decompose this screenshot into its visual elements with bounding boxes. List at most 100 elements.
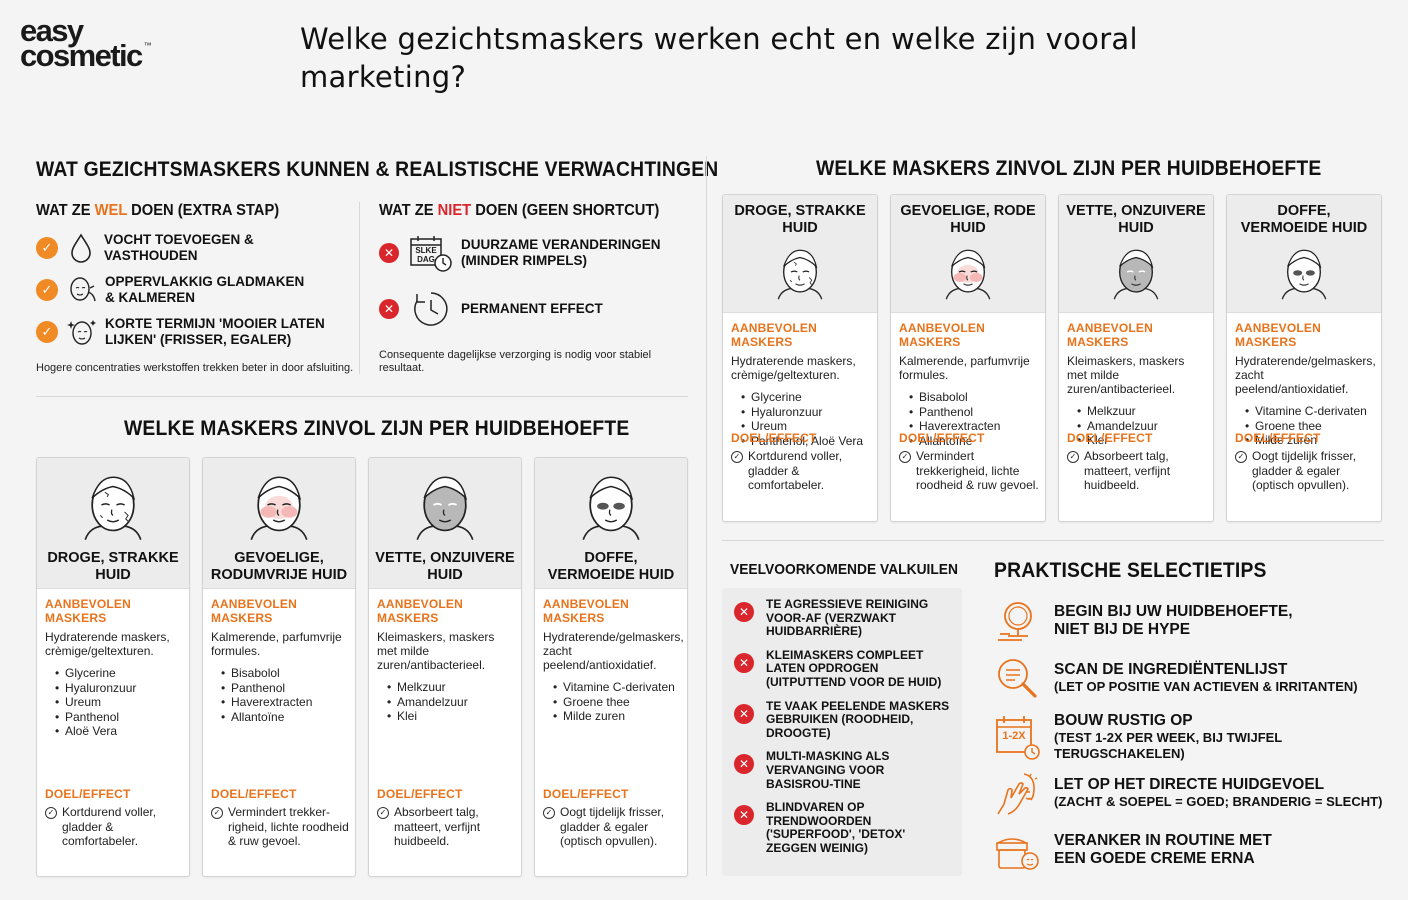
- ingredient-list: BisabololPanthenolHaverextractenAllantoï…: [211, 666, 347, 724]
- left-card-row: DROGE, STRAKKE HUID AANBEVOLEN MASKERS Hyd…: [36, 457, 688, 877]
- face-smooth-icon: [70, 277, 96, 302]
- card-header: DOFFE, VERMOEIDE HUID: [1227, 195, 1381, 313]
- logo-line-2: cosmetic ™: [20, 38, 152, 74]
- tip-subtitle: (LET OP POSITIE VAN ACTIEVEN & IRRITANTE…: [1054, 679, 1358, 694]
- ingredient-item: Amandelzuur: [1077, 419, 1205, 434]
- tip-item: VERANKER IN ROUTINE MET EEN GOEDE CREME …: [994, 827, 1394, 873]
- touch-face-icon: [997, 773, 1038, 815]
- droplet-icon: [71, 233, 91, 263]
- check-circle-icon: ✓: [1235, 451, 1247, 463]
- wel-item-2: ✓ OPPERVLAKKIG GLADMAKEN & KALMEREN: [36, 274, 356, 306]
- effect-row: ✓ Oogt tijdelijk frisser, gladder & egale…: [1235, 449, 1377, 493]
- section-heading-can: WAT GEZICHTSMASKERS KUNNEN & REALISTISCH…: [36, 158, 719, 181]
- effect-text: Absorbeert talg, matteert, verfijnt huid…: [1084, 449, 1171, 493]
- card-title: DOFFE, VERMOEIDE HUID: [1240, 203, 1368, 236]
- card-description: Kleimaskers, maskers met milde zuren/ant…: [377, 630, 495, 672]
- logo-line-1: easy: [20, 13, 84, 48]
- card-description: Hydraterende/gelmaskers, zacht peelend/a…: [1235, 354, 1376, 396]
- niet-item-2: ✕ PERMANENT EFFECT: [379, 290, 699, 328]
- ingredient-item: Glycerine: [55, 666, 181, 681]
- skin-card: VETTE, ONZUIVERE HUID AANBEVOLEN MASKERS K…: [1058, 194, 1214, 522]
- card-body: AANBEVOLEN MASKERS Kalmerende, parfumvrij…: [203, 589, 355, 876]
- tip-item: SCAN DE INGREDIËNTENLIJST (LET OP POSITIE…: [994, 655, 1394, 701]
- effect-label: DOEL/EFFECT: [543, 787, 629, 801]
- pitfall-item: ✕ TE AGRESSIEVE REINIGING VOOR-AF (VERZWA…: [734, 597, 952, 639]
- effect-text: Kortdurend voller, gladder & comfortabel…: [748, 449, 843, 493]
- effect-text: Vermindert trekker-righeid, lichte roodh…: [228, 805, 349, 849]
- card-header: GEVOELIGE, RODE HUID: [891, 195, 1045, 313]
- check-icon: ✓: [36, 237, 58, 259]
- card-title: VETTE, ONZUIVERE HUID: [375, 550, 515, 583]
- ingredient-list: Vitamine C-derivatenGroene theeMilde zur…: [543, 680, 679, 724]
- effect-row: ✓ Vermindert trekkerigheid, lichte roodhe…: [899, 449, 1041, 493]
- skin-card: GEVOELIGE, RODUMVRIJE HUID AANBEVOLEN MAS…: [202, 457, 356, 877]
- ingredient-item: Milde zuren: [553, 709, 679, 724]
- recommended-label: AANBEVOLEN MASKERS: [731, 321, 818, 349]
- effect-block: DOEL/EFFECT ✓ Kortdurend voller, gladder &…: [45, 787, 185, 849]
- recommended-label: AANBEVOLEN MASKERS: [1235, 321, 1322, 349]
- face-tired-icon: [1275, 243, 1333, 306]
- card-title: GEVOELIGE, RODUMVRIJE HUID: [210, 550, 348, 583]
- recommended-label: AANBEVOLEN MASKERS: [899, 321, 986, 349]
- effect-label: DOEL/EFFECT: [45, 787, 131, 801]
- recommended-label: AANBEVOLEN MASKERS: [211, 597, 298, 625]
- pitfall-item: ✕ KLEIMASKERS COMPLEET LATEN OPDROGEN (UI…: [734, 648, 952, 690]
- ingredient-item: Panthenol: [55, 710, 181, 725]
- effect-row: ✓ Absorbeert talg, matteert, verfijnt hui…: [1067, 449, 1209, 493]
- recommended-label: AANBEVOLEN MASKERS: [1067, 321, 1154, 349]
- face-red-icon: [242, 468, 316, 547]
- cross-icon: ✕: [734, 754, 754, 775]
- card-body: AANBEVOLEN MASKERS Hydraterende/gelmasker…: [1227, 313, 1381, 521]
- pitfalls-heading: VEELVOORKOMENDE VALKUILEN: [730, 561, 958, 578]
- cross-icon: ✕: [734, 602, 754, 622]
- pitfall-item: ✕ TE VAAK PEELENDE MASKERS GEBRUIKEN (ROO…: [734, 699, 952, 741]
- effect-row: ✓ Kortdurend voller, gladder & comfortabe…: [731, 449, 873, 493]
- card-body: AANBEVOLEN MASKERS Hydraterende/gelmasker…: [535, 589, 687, 876]
- calendar-icon-label: SLKE DAG: [415, 246, 437, 264]
- magnifier-icon: [998, 659, 1037, 698]
- tip-subtitle: (TEST 1-2X PER WEEK, BIJ TWIJFEL TERUGSC…: [1054, 730, 1283, 761]
- tip-subtitle: (ZACHT & SOEPEL = GOED; BRANDERIG = SLEC…: [1054, 794, 1383, 809]
- card-description: Hydraterende maskers, crèmige/geltexture…: [45, 630, 170, 658]
- ingredient-item: Haverextracten: [909, 419, 1037, 434]
- tips-heading: PRAKTISCHE SELECTIETIPS: [994, 559, 1267, 582]
- tip-title: SCAN DE INGREDIËNTENLIJST: [1054, 661, 1288, 678]
- effect-label: DOEL/EFFECT: [899, 431, 985, 445]
- ingredient-item: Bisabolol: [221, 666, 347, 681]
- tip-title: BEGIN BIJ UW HUIDBEHOEFTE, NIET BIJ DE H…: [1054, 603, 1293, 638]
- card-header: GEVOELIGE, RODUMVRIJE HUID: [203, 458, 355, 589]
- tip-title: VERANKER IN ROUTINE MET EEN GOEDE CREME …: [1054, 832, 1272, 867]
- face-clay-icon: [408, 468, 482, 547]
- skin-card: DOFFE, VERMOEIDE HUID AANBEVOLEN MASKERS H…: [1226, 194, 1382, 522]
- ingredient-item: Groene thee: [1245, 419, 1373, 434]
- card-description: Hydraterende/gelmaskers, zacht peelend/a…: [543, 630, 684, 672]
- effect-block: DOEL/EFFECT ✓ Kortdurend voller, gladder &…: [731, 431, 873, 493]
- divider: [722, 540, 1384, 541]
- recommended-label: AANBEVOLEN MASKERS: [45, 597, 132, 625]
- ingredient-item: Ureum: [741, 419, 869, 434]
- card-body: AANBEVOLEN MASKERS Hydraterende maskers, …: [37, 589, 189, 876]
- skin-card: GEVOELIGE, RODE HUID AANBEVOLEN MASKERS Ka…: [890, 194, 1046, 522]
- card-title: VETTE, ONZUIVERE HUID: [1066, 203, 1206, 236]
- card-title: DROGE, STRAKKE HUID: [734, 203, 866, 236]
- ingredient-item: Bisabolol: [909, 390, 1037, 405]
- check-circle-icon: ✓: [899, 451, 911, 463]
- skin-card: VETTE, ONZUIVERE HUID AANBEVOLEN MASKERS K…: [368, 457, 522, 877]
- card-title: DROGE, STRAKKE HUID: [47, 550, 179, 583]
- ingredient-item: Aloë Vera: [55, 724, 181, 739]
- niet-item-text: DUURZAME VERANDERINGEN (MINDER RIMPELS): [461, 237, 661, 268]
- ingredient-item: Groene thee: [553, 695, 679, 710]
- card-description: Hydraterende maskers, crèmige/geltexture…: [731, 354, 856, 382]
- wel-item-text: KORTE TERMIJN 'MOOIER LATEN LIJKEN' (FRI…: [105, 316, 325, 347]
- effect-text: Oogt tijdelijk frisser, gladder & egaler…: [1252, 449, 1357, 493]
- section-heading-left: WELKE MASKERS ZINVOL ZIJN PER HUIDBEHOEF…: [124, 417, 630, 440]
- right-card-row: DROGE, STRAKKE HUID AANBEVOLEN MASKERS Hyd…: [722, 194, 1384, 522]
- card-header: VETTE, ONZUIVERE HUID: [1059, 195, 1213, 313]
- effect-label: DOEL/EFFECT: [1067, 431, 1153, 445]
- effect-label: DOEL/EFFECT: [1235, 431, 1321, 445]
- effect-row: ✓ Oogt tijdelijk frisser, gladder & egale…: [543, 805, 683, 849]
- tip-item: 1-2X BOUW RUSTIG OP (TEST 1-2X PER WEEK, …: [994, 712, 1394, 762]
- ingredient-item: Vitamine C-derivaten: [1245, 404, 1373, 419]
- divider: [36, 396, 688, 397]
- ingredient-list: Vitamine C-derivatenGroene theeMilde zur…: [1235, 404, 1373, 448]
